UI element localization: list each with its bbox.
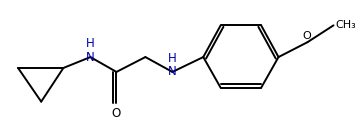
- Text: O: O: [112, 107, 121, 120]
- Text: H: H: [86, 37, 95, 50]
- Text: H: H: [168, 52, 177, 65]
- Text: N: N: [86, 51, 95, 64]
- Text: CH₃: CH₃: [335, 20, 356, 30]
- Text: O: O: [303, 32, 312, 42]
- Text: N: N: [168, 65, 177, 78]
